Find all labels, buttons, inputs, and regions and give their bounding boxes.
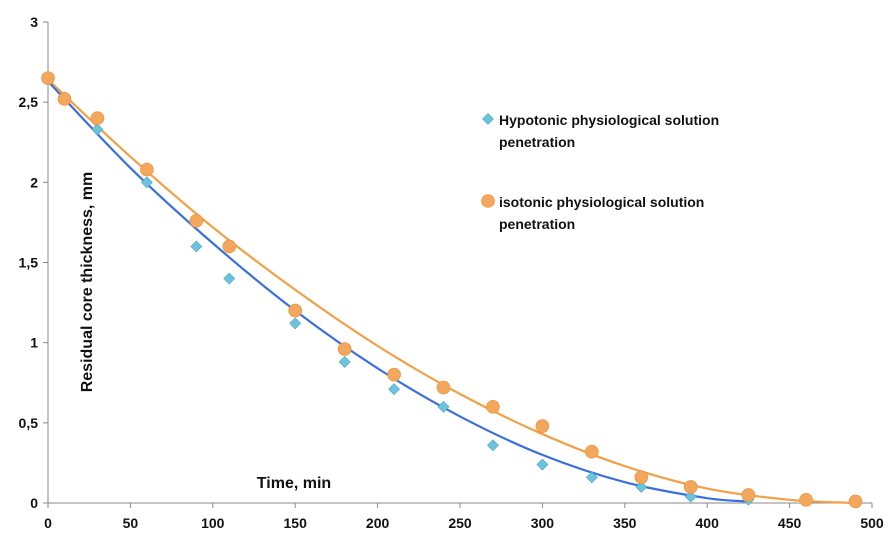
trend-lines [47,78,856,505]
data-point-series-2 [189,214,204,228]
data-point-series-1 [91,123,104,136]
x-tick-label: 350 [613,515,637,531]
tick-labels: 0 50 100 150 200 250 300 350 400 450 500 0 0,5 1 1,5 2 2… [19,14,884,531]
x-tick-label: 150 [284,515,308,531]
data-point-series-1 [388,383,401,396]
legend-label-series-1: penetration [499,134,575,150]
axes [43,21,873,508]
y-tick-label: 0 [30,495,38,511]
x-tick-label: 450 [778,515,802,531]
x-tick-label: 50 [123,515,139,531]
data-point-series-2 [848,494,863,509]
y-axis-title: Residual core thickness, mm [79,172,96,393]
y-tick-label: 3 [30,14,38,30]
legend-label-series-2: penetration [499,216,575,232]
data-point-series-2 [799,492,813,507]
trend-line-series-1 [47,80,749,503]
x-tick-label: 500 [860,515,884,531]
legend: Hypotonic physiological solution penetrat… [481,112,719,232]
data-point-series-2 [222,239,237,254]
data-point-series-1 [635,481,648,493]
data-point-series-2 [634,470,649,485]
data-point-series-2 [486,399,500,414]
data-point-series-1 [190,240,203,253]
data-point-series-2 [585,444,599,459]
data-point-series-2 [436,380,451,395]
data-point-series-2 [683,480,698,494]
data-point-series-1 [536,458,549,471]
x-tick-label: 300 [531,515,555,531]
data-point-series-1 [585,471,598,484]
data-point-series-2 [387,367,401,382]
data-point-series-1 [487,439,499,452]
y-tick-label: 2 [30,174,38,190]
data-point-series-2 [57,92,72,106]
data-point-series-2 [41,71,55,85]
data-point-series-2 [140,162,154,177]
data-point-series-2 [741,488,756,502]
data-point-series-2 [90,111,105,125]
legend-label-series-1: Hypotonic physiological solution [499,112,719,128]
x-tick-label: 200 [366,515,390,531]
x-tick-label: 250 [448,515,472,531]
legend-marker-series-2 [481,194,495,208]
data-point-series-2 [337,342,352,356]
trend-line-series-2 [47,78,856,505]
data-point-series-1 [140,176,153,189]
x-tick-label: 400 [696,515,720,531]
data-point-series-2 [288,303,303,318]
data-points [41,71,863,509]
y-tick-label: 1,5 [19,255,39,271]
y-tick-label: 0,5 [19,415,39,431]
x-axis-title: Time, min [257,475,331,492]
x-tick-label: 0 [44,515,52,531]
data-point-series-1 [289,317,302,330]
data-point-series-1 [684,490,697,503]
x-tick-label: 100 [201,515,225,531]
y-tick-label: 2,5 [19,94,39,110]
data-point-series-1 [338,355,351,368]
data-point-series-2 [535,419,550,433]
legend-label-series-2: isotonic physiological solution [499,194,704,210]
data-point-series-1 [437,400,450,413]
data-point-series-1 [223,272,236,285]
legend-marker-series-1 [482,113,494,125]
y-tick-label: 1 [30,335,38,351]
